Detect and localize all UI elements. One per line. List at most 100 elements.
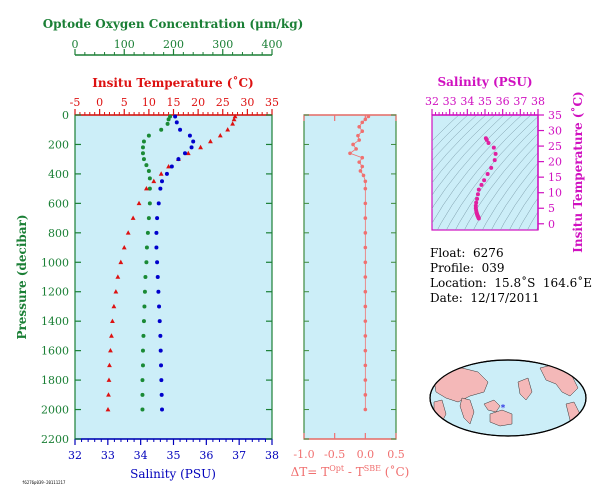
delta-label-sup2: SBE: [364, 464, 381, 473]
ts-point: [486, 140, 491, 145]
temperature-point: [111, 303, 117, 309]
temperature-point: [136, 200, 142, 206]
density-contour-line: [432, 115, 496, 184]
main-plot-area: [74, 114, 273, 440]
pressure-tick-label: 0: [62, 109, 69, 122]
delta-tick-label: -1.0: [293, 448, 314, 461]
oxygen-point: [146, 168, 151, 173]
salinity-ticks: 32 33 34 35 36 37 38: [68, 439, 279, 462]
temperature-tick-label: 10: [142, 96, 156, 109]
ts-salinity-tick-label: 36: [496, 95, 510, 108]
ts-temperature-ticks: 0 5 10 15 20 25 30 35: [538, 109, 562, 231]
main-profile-panel: Optode Oxygen Concentration (μm/kg) 0 100…: [15, 17, 303, 481]
delta-ticks: -1.0 -0.5 0.0 0.5: [293, 114, 405, 461]
density-contour-line: [445, 116, 538, 230]
salinity-point: [164, 171, 169, 176]
temperature-point: [105, 406, 111, 412]
pressure-tick-label: 200: [48, 138, 69, 151]
delta-axis-label: ΔT= TOpt - TSBE (˚C): [291, 464, 410, 479]
density-contour-line: [481, 152, 538, 230]
density-contour-line: [432, 115, 469, 151]
oxygen-point: [145, 230, 150, 235]
delta-t-panel: -1.0 -0.5 0.0 0.5 ΔT= TOpt - TSBE (˚C): [291, 114, 410, 479]
pressure-tick-label: 400: [48, 168, 69, 181]
ts-point: [479, 182, 484, 187]
delta-label-part3: (˚C): [381, 464, 409, 479]
salinity-point: [154, 245, 159, 250]
oxygen-point: [166, 117, 171, 122]
ts-point: [482, 178, 487, 183]
density-contour-line: [454, 124, 538, 230]
temperature-ticks: -5 0 5 10 15 20 25 30 35: [70, 96, 279, 115]
temperature-tick-label: 20: [191, 96, 205, 109]
ts-temperature-tick-label: 30: [548, 125, 562, 138]
location: Location: 15.8˚S 164.6˚E: [430, 276, 593, 290]
map-border: [429, 359, 587, 437]
oxygen-point: [165, 121, 170, 126]
oxygen-point: [168, 114, 173, 119]
temperature-axis-label: Insitu Temperature (˚C): [92, 75, 253, 90]
salinity-point: [156, 201, 161, 206]
ts-salinity-tick-label: 34: [460, 95, 474, 108]
map-land-india: [459, 397, 475, 425]
density-contour-line: [432, 115, 487, 172]
salinity-axis-label: Salinity (PSU): [130, 467, 216, 481]
salinity-point: [158, 186, 163, 191]
pressure-axis-label: Pressure (decibar): [15, 214, 29, 339]
delta-series: [348, 114, 371, 412]
delta-label-part2: - T: [344, 465, 364, 479]
temperature-point: [121, 244, 127, 250]
density-contour-line: [472, 142, 538, 230]
salinity-point: [173, 114, 178, 119]
salinity-point: [158, 333, 163, 338]
ts-salinity-tick-label: 35: [478, 95, 492, 108]
salinity-tick-label: 35: [167, 449, 181, 462]
oxygen-point: [142, 289, 147, 294]
density-contour-line: [535, 226, 538, 230]
ts-temperature-tick-label: 10: [548, 187, 562, 200]
salinity-point: [155, 260, 160, 265]
temperature-point: [110, 318, 115, 323]
density-contour-line: [499, 173, 538, 230]
oxygen-point: [144, 163, 149, 168]
temperature-point: [217, 133, 223, 138]
oxygen-point: [143, 275, 148, 279]
oxygen-point: [144, 260, 149, 265]
density-contour-line: [463, 133, 538, 230]
delta-tick-label: 0.0: [357, 448, 375, 461]
oxygen-tick-label: 200: [163, 38, 184, 51]
ts-point: [476, 187, 481, 192]
salinity-tick-label: 36: [199, 449, 213, 462]
pressure-tick-label: 800: [48, 227, 69, 240]
pressure-tick-label: 1400: [41, 315, 69, 328]
density-contour-line: [490, 162, 538, 230]
map-land-indonesia: [483, 399, 501, 413]
ts-salinity-ticks: 32 33 34 35 36 37 38: [425, 95, 545, 115]
ts-salinity-label: Salinity (PSU): [437, 75, 532, 89]
salinity-point: [159, 378, 164, 383]
oxygen-tick-label: 400: [262, 38, 283, 51]
oxygen-axis-label: Optode Oxygen Concentration (μm/kg): [43, 17, 304, 31]
pressure-tick-label: 1600: [41, 345, 69, 358]
ts-temperature-tick-label: 25: [548, 140, 562, 153]
density-contour-line: [436, 115, 532, 230]
temperature-point: [144, 186, 149, 191]
ts-temperature-tick-label: 0: [548, 218, 555, 231]
salinity-point: [169, 164, 174, 169]
delta-plot-area: [303, 114, 397, 440]
salinity-tick-label: 34: [134, 449, 148, 462]
oxygen-point: [141, 319, 146, 324]
salinity-point: [160, 179, 165, 184]
oxygen-ticks: 0 100 200 300 400: [72, 38, 283, 55]
pressure-tick-label: 1000: [41, 256, 69, 269]
density-contour-line: [432, 115, 514, 209]
oxygen-point: [140, 407, 145, 412]
delta-tick-label: -0.5: [324, 448, 345, 461]
ts-temperature-tick-label: 15: [548, 171, 562, 184]
ts-temperature-label: Insitu Temperature (˚C): [570, 91, 585, 252]
salinity-point: [155, 216, 160, 221]
oxygen-tick-label: 100: [114, 38, 135, 51]
oxygen-point: [140, 151, 145, 156]
temperature-point: [231, 116, 237, 122]
pressure-tick-label: 600: [48, 197, 69, 210]
